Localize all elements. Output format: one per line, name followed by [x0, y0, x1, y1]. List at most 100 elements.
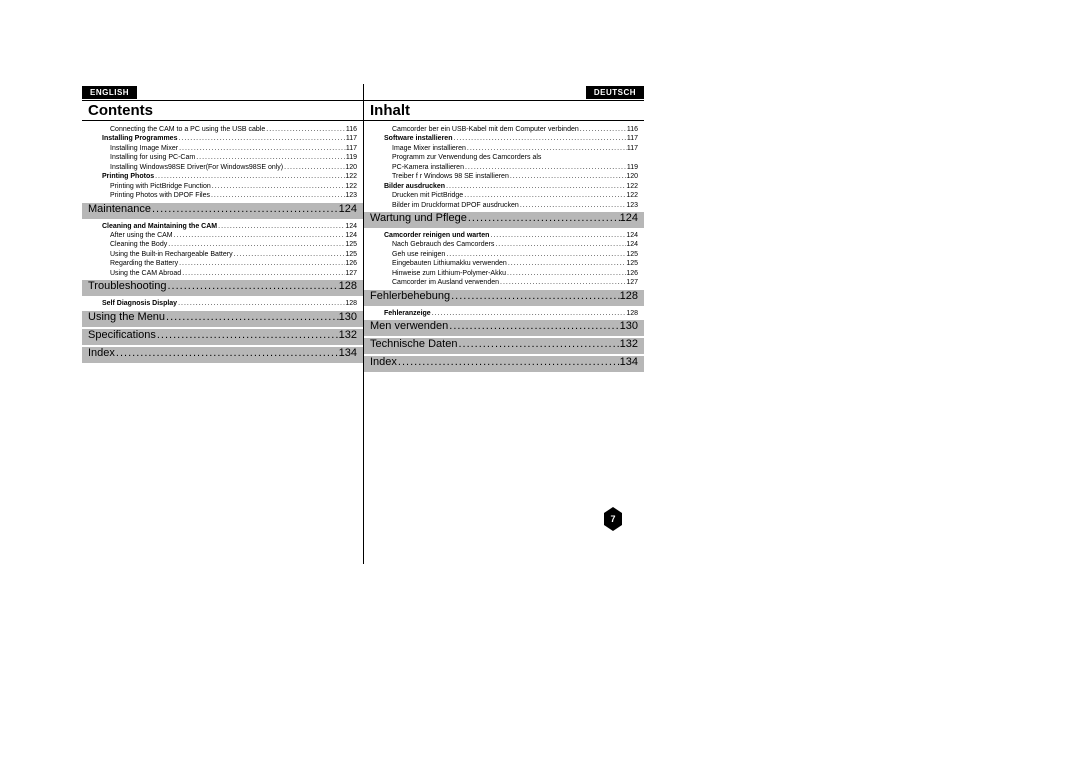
toc-label: Camcorder ber ein USB-Kabel mit dem Comp… — [392, 125, 579, 134]
toc-label: Image Mixer installieren — [392, 144, 466, 153]
section-label: Specifications — [88, 329, 156, 341]
toc-page: 120 — [626, 172, 638, 181]
toc-dots: ........................................… — [464, 163, 627, 172]
section-header: Index ..................................… — [364, 356, 644, 372]
content-english: Connecting the CAM to a PC using the USB… — [82, 121, 363, 201]
content-deutsch: Camcorder ber ein USB-Kabel mit dem Comp… — [364, 121, 644, 210]
toc-dots: ........................................… — [467, 212, 620, 224]
toc-dots: ........................................… — [165, 311, 339, 323]
section-label: Index — [88, 347, 115, 359]
section-items: Self Diagnosis Display..................… — [82, 296, 363, 308]
section-items: Cleaning and Maintaining the CAM........… — [82, 219, 363, 279]
lang-bar-left: ENGLISH — [82, 84, 363, 100]
toc-dots: ........................................… — [195, 153, 346, 162]
section-header: Maintenance ............................… — [82, 203, 363, 219]
toc-line: Camcorder im Ausland verwenden..........… — [370, 278, 638, 287]
toc-dots: ........................................… — [115, 347, 339, 359]
toc-label: Software installieren — [384, 134, 452, 143]
toc-line: Programm zur Verwendung des Camcorders a… — [370, 153, 638, 162]
toc-dots: ........................................… — [173, 231, 346, 240]
toc-page: 128 — [626, 309, 638, 318]
section-items: Camcorder reinigen und warten...........… — [364, 228, 644, 288]
section-label: Wartung und Pflege — [370, 212, 467, 224]
toc-page: 125 — [345, 250, 357, 259]
title-row-right: Inhalt — [364, 100, 644, 121]
section-header: Technische Daten .......................… — [364, 338, 644, 354]
toc-dots: ........................................… — [265, 125, 346, 134]
toc-page: 119 — [627, 163, 638, 172]
section-label: Maintenance — [88, 203, 151, 215]
toc-dots: ........................................… — [489, 231, 626, 240]
toc-label: Printing Photos — [102, 172, 154, 181]
toc-label: Nach Gebrauch des Camcorders — [392, 240, 494, 249]
toc-dots: ........................................… — [166, 280, 338, 292]
toc-dots: ........................................… — [181, 269, 345, 278]
toc-label: Installing Programmes — [102, 134, 177, 143]
toc-line: PC-Kamera installieren..................… — [370, 163, 638, 172]
section-page: 132 — [620, 338, 638, 350]
toc-dots: ........................................… — [494, 240, 626, 249]
section-label: Index — [370, 356, 397, 368]
toc-page: 117 — [346, 134, 357, 143]
toc-dots: ........................................… — [210, 191, 345, 200]
toc-line: Self Diagnosis Display..................… — [88, 299, 357, 308]
section-header: Troubleshooting ........................… — [82, 280, 363, 296]
toc-page: 127 — [626, 278, 638, 287]
lang-badge-english: ENGLISH — [82, 86, 137, 99]
toc-page: 124 — [345, 222, 357, 231]
toc-line: Bilder im Druckformat DPOF ausdrucken...… — [370, 201, 638, 210]
toc-line: Regarding the Battery...................… — [88, 259, 357, 268]
toc-dots: ........................................… — [507, 259, 627, 268]
toc-line: Cleaning and Maintaining the CAM........… — [88, 222, 357, 231]
toc-dots: ........................................… — [177, 134, 345, 143]
toc-line: After using the CAM.....................… — [88, 231, 357, 240]
toc-dots: ........................................… — [178, 259, 345, 268]
toc-line: Installing for using PC-Cam.............… — [88, 153, 357, 162]
toc-line: Fehleranzeige...........................… — [370, 309, 638, 318]
toc-label: Eingebauten Lithiumakku verwenden — [392, 259, 507, 268]
toc-page: 117 — [346, 144, 357, 153]
toc-dots: ........................................… — [506, 269, 626, 278]
toc-label: Bilder im Druckformat DPOF ausdrucken — [392, 201, 519, 210]
manual-page: ENGLISH Contents Connecting the CAM to a… — [82, 84, 644, 564]
toc-dots: ........................................… — [448, 320, 619, 332]
toc-label: Programm zur Verwendung des Camcorders a… — [392, 153, 541, 162]
toc-page: 123 — [345, 191, 357, 200]
toc-dots: ........................................… — [457, 338, 619, 350]
toc-line: Camcorder ber ein USB-Kabel mit dem Comp… — [370, 125, 638, 134]
section-page: 128 — [620, 290, 638, 302]
toc-dots: ........................................… — [211, 182, 346, 191]
toc-dots: ........................................… — [519, 201, 626, 210]
toc-line: Installing Programmes...................… — [88, 134, 357, 143]
toc-dots: ........................................… — [452, 134, 626, 143]
section-page: 130 — [620, 320, 638, 332]
toc-label: Drucken mit PictBridge — [392, 191, 463, 200]
section-header: Using the Menu .........................… — [82, 311, 363, 327]
toc-dots: ........................................… — [283, 163, 345, 172]
toc-line: Using the CAM Abroad....................… — [88, 269, 357, 278]
column-deutsch: DEUTSCH Inhalt Camcorder ber ein USB-Kab… — [363, 84, 644, 564]
toc-line: Nach Gebrauch des Camcorders............… — [370, 240, 638, 249]
toc-label: Printing Photos with DPOF Files — [110, 191, 210, 200]
toc-page: 124 — [345, 231, 357, 240]
toc-page: 125 — [626, 259, 638, 268]
toc-dots: ........................................… — [177, 299, 345, 308]
section-header: Wartung und Pflege .....................… — [364, 212, 644, 228]
toc-line: Drucken mit PictBridge..................… — [370, 191, 638, 200]
toc-dots: ........................................… — [579, 125, 627, 134]
toc-label: Connecting the CAM to a PC using the USB… — [110, 125, 265, 134]
toc-page: 117 — [627, 134, 638, 143]
toc-page: 122 — [345, 182, 357, 191]
section-items: Fehleranzeige...........................… — [364, 306, 644, 318]
toc-line: Bilder ausdrucken.......................… — [370, 182, 638, 191]
section-header: Index ..................................… — [82, 347, 363, 363]
section-header: Fehlerbehebung .........................… — [364, 290, 644, 306]
section-label: Using the Menu — [88, 311, 165, 323]
toc-dots: ........................................… — [445, 182, 626, 191]
toc-line: Installing Image Mixer..................… — [88, 144, 357, 153]
toc-page: 122 — [626, 182, 638, 191]
lang-badge-deutsch: DEUTSCH — [586, 86, 644, 99]
title-deutsch: Inhalt — [370, 102, 410, 119]
toc-page: 119 — [346, 153, 357, 162]
toc-line: Using the Built-in Rechargeable Battery.… — [88, 250, 357, 259]
